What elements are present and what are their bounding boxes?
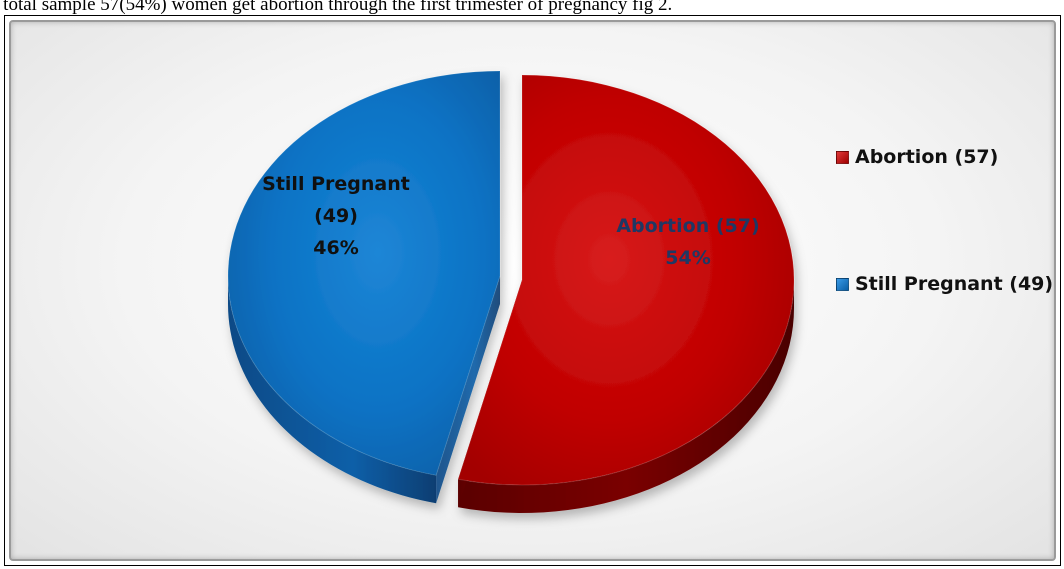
- data-label-abortion-line-2: 54%: [665, 247, 710, 269]
- document-caption-line: e total sample 57(54%) women get abortio…: [0, 0, 673, 15]
- pie-slice-still-pregnant-side: [228, 276, 437, 504]
- legend-swatch-still-pregnant: [836, 277, 849, 291]
- legend-swatch-abortion: [836, 150, 849, 164]
- data-label-still-pregnant-line-1: Still Pregnant: [262, 173, 410, 195]
- legend-label-abortion: Abortion (57): [855, 146, 999, 168]
- data-label-abortion-line-1: Abortion (57): [616, 215, 759, 237]
- data-label-still-pregnant-line-2: (49): [314, 205, 358, 227]
- data-labels: Abortion (57) 54% Still Pregnant (49) 46%: [262, 173, 760, 269]
- pie-slices: [227, 70, 795, 513]
- legend-label-still-pregnant: Still Pregnant (49): [855, 273, 1054, 295]
- pie-slice-still-pregnant-cut-face-0: [436, 276, 500, 504]
- pie-slice-abortion-side: [458, 280, 794, 513]
- pie-slice-still-pregnant: [227, 70, 501, 476]
- data-label-still-pregnant-line-3: 46%: [313, 237, 358, 259]
- legend-entry-abortion: Abortion (57): [836, 146, 998, 168]
- legend-entry-still-pregnant: Still Pregnant (49): [836, 273, 1053, 295]
- pie-slice-abortion: [457, 74, 795, 486]
